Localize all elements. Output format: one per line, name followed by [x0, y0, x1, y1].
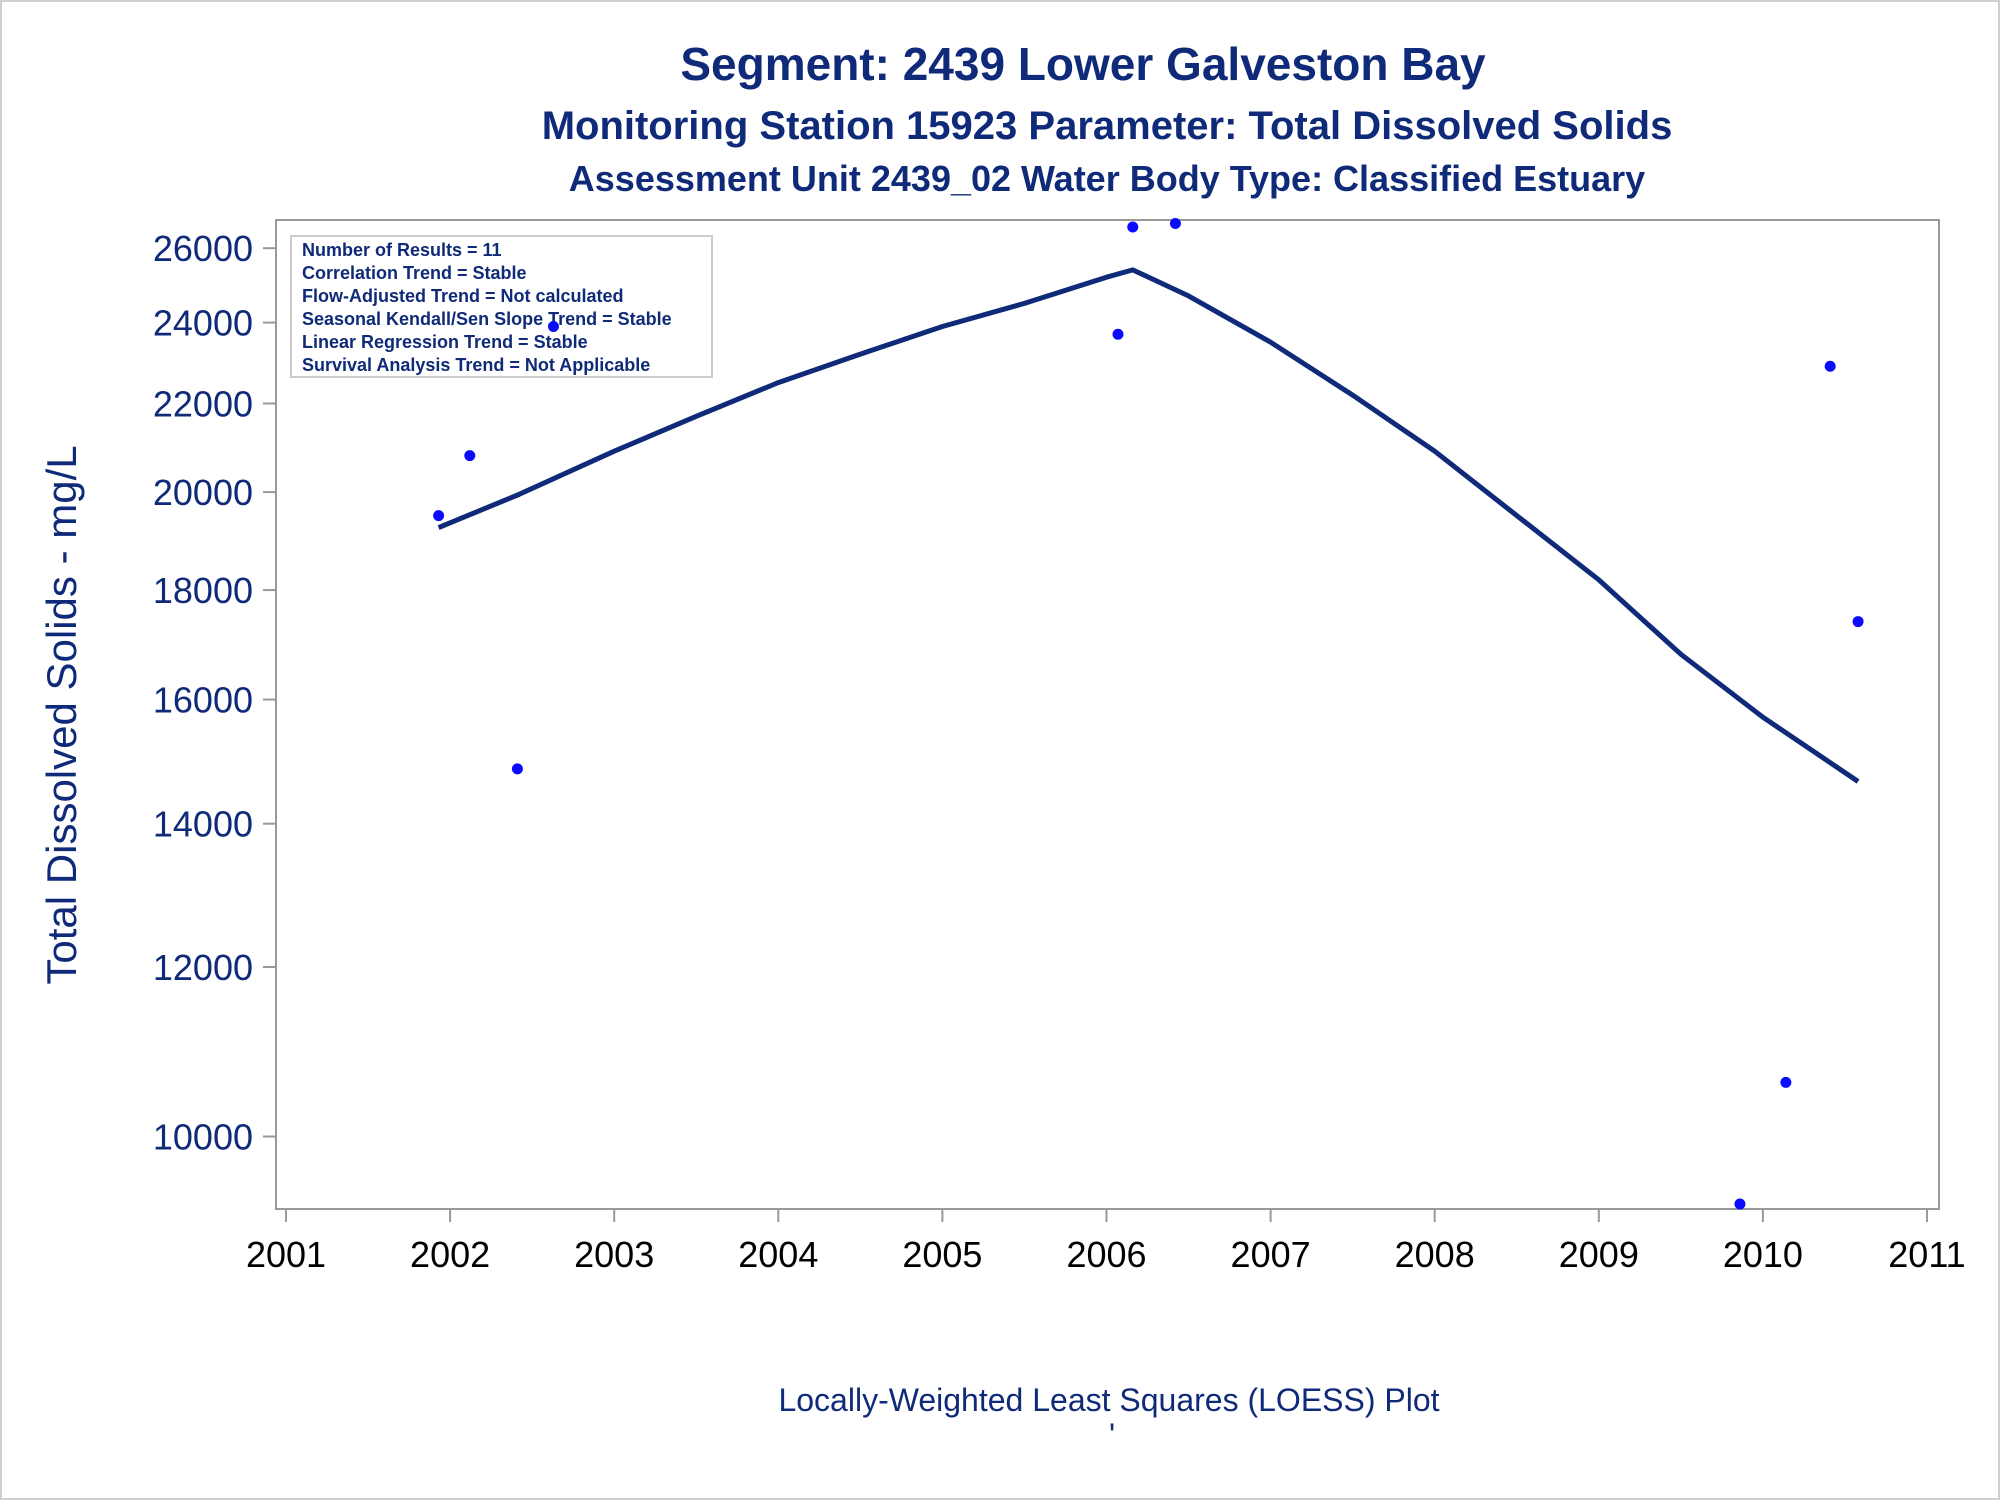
footnote-mark: ': [1109, 1417, 1115, 1453]
chart-footnote: Locally-Weighted Least Squares (LOESS) P…: [778, 1382, 1439, 1418]
chart-subtitle: Monitoring Station 15923 Parameter: Tota…: [542, 104, 1673, 148]
data-point: [1112, 328, 1124, 340]
data-points-layer: [433, 217, 1864, 1210]
data-point: [1169, 217, 1181, 229]
x-tick-label: 2008: [1395, 1234, 1475, 1275]
y-tick-label: 16000: [153, 680, 253, 721]
x-tick-label: 2011: [1888, 1234, 1965, 1275]
y-axis-label: Total Dissolved Solids - mg/L: [38, 445, 85, 984]
y-tick-label: 14000: [153, 804, 253, 845]
stat-correlation-trend: Correlation Trend = Stable: [302, 263, 527, 283]
data-point: [464, 450, 476, 462]
stat-number-of-results: Number of Results = 11: [302, 240, 502, 260]
loess-curve-layer: [437, 267, 1860, 784]
data-point: [1127, 221, 1139, 233]
data-point: [433, 510, 445, 522]
x-tick-label: 2004: [738, 1234, 818, 1275]
stats-box: Number of Results = 11 Correlation Trend…: [290, 235, 713, 378]
y-tick-label: 10000: [153, 1117, 253, 1158]
x-tick-label: 2001: [246, 1234, 326, 1275]
y-tick-label: 22000: [153, 383, 253, 424]
stat-survival-analysis-trend: Survival Analysis Trend = Not Applicable: [302, 355, 650, 375]
data-point: [1780, 1076, 1792, 1088]
x-tick-label: 2007: [1231, 1234, 1311, 1275]
stat-linear-regression-trend: Linear Regression Trend = Stable: [302, 332, 588, 352]
data-point: [1824, 360, 1836, 372]
x-tick-label: 2006: [1066, 1234, 1146, 1275]
chart-subtitle-2: Assessment Unit 2439_02 Water Body Type:…: [569, 158, 1645, 199]
x-axis: 2001 2002 2003 2004 2005 2006 2007 2008 2009 2010…: [246, 1209, 1966, 1275]
stat-flow-adjusted-trend: Flow-Adjusted Trend = Not calculated: [302, 286, 624, 306]
y-tick-label: 26000: [153, 228, 253, 269]
y-axis: 10000 12000 14000 16000 18000 20000 22000 24000…: [153, 228, 276, 1158]
x-tick-label: 2005: [902, 1234, 982, 1275]
stat-seasonal-kendall-trend: Seasonal Kendall/Sen Slope Trend = Stabl…: [302, 309, 672, 329]
y-tick-label: 12000: [153, 947, 253, 988]
y-tick-label: 24000: [153, 303, 253, 344]
x-tick-label: 2010: [1723, 1234, 1803, 1275]
data-point: [1734, 1198, 1746, 1210]
x-tick-label: 2009: [1559, 1234, 1639, 1275]
x-tick-label: 2003: [574, 1234, 654, 1275]
data-point: [511, 763, 523, 775]
data-point: [547, 320, 559, 332]
x-tick-label: 2002: [410, 1234, 490, 1275]
loess-curve: [437, 267, 1860, 784]
y-tick-label: 20000: [153, 472, 253, 513]
chart-title: Segment: 2439 Lower Galveston Bay: [680, 38, 1486, 90]
stats-box-border: [290, 235, 713, 378]
data-point: [1852, 616, 1864, 628]
y-tick-label: 18000: [153, 570, 253, 611]
